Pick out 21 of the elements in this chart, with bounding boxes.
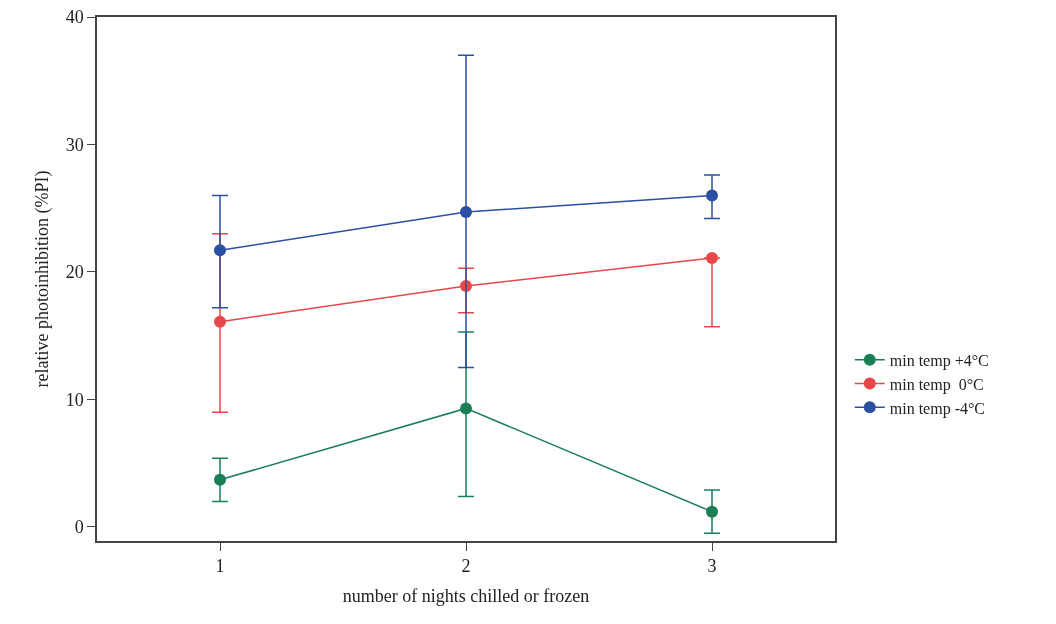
- point: [214, 244, 226, 257]
- y-tick-label: 10: [65, 389, 84, 410]
- y-tick-label: 30: [65, 134, 84, 155]
- point: [214, 315, 226, 328]
- point: [460, 206, 472, 219]
- x-axis-title: number of nights chilled or frozen: [342, 585, 590, 606]
- y-axis-title: relative photoinhibition (%PI): [32, 170, 54, 388]
- point: [706, 189, 718, 202]
- legend-label: min temp -4°C: [889, 399, 986, 418]
- y-tick-label: 0: [74, 517, 84, 538]
- x-tick-label: 1: [215, 556, 225, 577]
- point: [214, 473, 226, 486]
- y-tick-label: 40: [65, 7, 84, 28]
- point: [706, 505, 718, 518]
- x-tick-label: 2: [461, 556, 471, 577]
- legend-label: min temp 0°C: [889, 375, 984, 394]
- point: [706, 251, 718, 264]
- x-tick-label: 3: [707, 556, 717, 577]
- y-tick-label: 20: [65, 262, 84, 283]
- legend-label: min temp +4°C: [889, 351, 989, 370]
- point: [460, 402, 472, 415]
